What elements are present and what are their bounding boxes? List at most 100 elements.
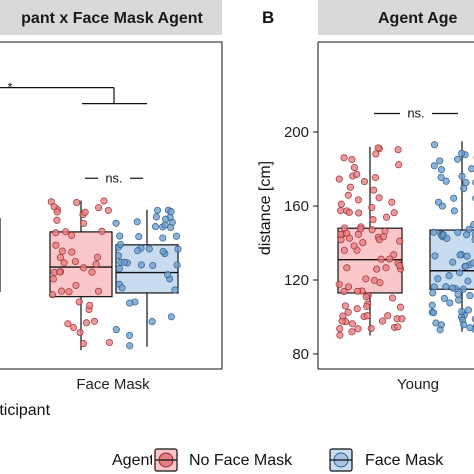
panel-b-face-mask-point: [471, 236, 474, 244]
legend-item-no-face-mask: No Face Mask: [152, 446, 293, 474]
panel-a-no-face-mask-point: [64, 320, 72, 328]
panel-b-face-mask-point: [442, 283, 450, 291]
panel-b-no-face-mask-point: [376, 279, 384, 287]
panel-b-no-face-mask-point: [343, 264, 351, 272]
panel-b-no-face-mask-point: [341, 302, 349, 310]
panel-a-no-face-mask-point: [68, 248, 76, 256]
panel-a-no-face-mask-point: [94, 287, 103, 295]
panel-a-face-mask-point: [171, 286, 179, 294]
panel-b-no-face-mask-point: [396, 262, 404, 270]
panel-b-no-face-mask-point: [384, 312, 392, 320]
panel-a-no-face-mask-point: [81, 208, 89, 216]
panel-a-no-face-mask-point: [56, 268, 64, 276]
panel-a-face-mask-point: [167, 208, 175, 216]
panel-a-no-face-mask-box: [49, 231, 113, 298]
panel-a-face-mask-point: [162, 215, 170, 223]
panel-b-no-face-mask-point: [396, 303, 405, 311]
panel-b-face-mask-point: [458, 307, 466, 316]
panel-a-no-face-mask-point: [90, 317, 98, 325]
panel-b-no-face-mask-point: [348, 320, 356, 328]
panel-a-strip: [0, 0, 222, 35]
panel-a-face-mask-point: [126, 299, 134, 307]
panel-a-no-face-mask-point: [75, 298, 83, 306]
panel-a-plot-area: ns. *: [0, 80, 182, 351]
panel-b-no-face-mask-point: [368, 226, 376, 234]
panel-b-no-face-mask-point: [377, 255, 385, 263]
panel-b-face-mask-point: [469, 259, 474, 267]
panel-b-no-face-mask-point: [350, 242, 358, 250]
panel-b-no-face-mask-point: [371, 173, 380, 182]
panel-b-face-mask-point: [434, 275, 442, 283]
panel-b-no-face-mask-point: [340, 288, 348, 296]
panel-b-x-tick-young: Young: [397, 376, 439, 393]
panel-b-no-face-mask-point: [337, 200, 345, 208]
panel-b: B Agent Age ns. 80 120 160 200 distance [cm…: [257, 0, 474, 393]
panel-a-face-mask-point: [126, 342, 134, 350]
panel-a-x-tick-face-mask: Face Mask: [76, 376, 150, 393]
panel-b-plot-area: ns.: [335, 106, 474, 339]
panel-b-no-face-mask-point: [362, 275, 370, 283]
panel-b-face-mask-point: [456, 251, 464, 259]
panel-b-face-mask-point: [440, 294, 448, 302]
panel-a-no-face-mask-point: [79, 264, 88, 272]
panel-b-face-mask-point: [455, 296, 463, 304]
panel-b-face-mask-point: [458, 149, 466, 157]
panel-a-face-mask-point: [152, 213, 160, 221]
panel-a-face-mask-point: [167, 223, 175, 232]
panel-b-no-face-mask-point: [353, 170, 361, 178]
panel-b-strip: [318, 0, 474, 35]
panel-b-no-face-mask-point: [350, 164, 358, 172]
panel-b-no-face-mask-point: [369, 216, 377, 224]
panel-b-face-mask-point: [446, 299, 454, 307]
panel-b-face-mask-point: [454, 228, 462, 236]
panel-b-no-face-mask-point: [382, 213, 391, 221]
panel-b-face-mask-point: [459, 285, 467, 293]
panel-a: pant x Face Mask Agent ns. * Face Mask rt…: [0, 0, 223, 419]
panel-b-face-mask-point: [466, 324, 474, 332]
panel-b-face-mask-point: [463, 252, 471, 260]
panel-b-no-face-mask-point: [340, 154, 348, 162]
panel-a-no-face-mask-point: [88, 268, 96, 276]
panel-a-no-face-mask-point: [58, 247, 66, 255]
panel-b-face-mask-point: [449, 284, 457, 292]
panel-b-face-mask-point: [430, 162, 438, 170]
panel-b-face-mask-point: [466, 292, 474, 300]
panel-b-no-face-mask-point: [394, 323, 402, 331]
legend: Agent No Face Mask Face Mask: [112, 446, 444, 474]
panel-b-no-face-mask-point: [386, 255, 394, 263]
panel-b-no-face-mask-point: [395, 161, 403, 169]
panel-b-no-face-mask-point: [382, 264, 390, 272]
panel-b-no-face-mask-point: [354, 325, 362, 333]
panel-b-face-mask-point: [458, 172, 466, 180]
panel-b-y-tick-label: 120: [284, 272, 309, 289]
panel-a-no-face-mask-point: [49, 275, 57, 283]
panel-b-no-face-mask-point: [367, 324, 375, 332]
panel-b-no-face-mask-point: [378, 317, 387, 325]
panel-a-no-face-mask-point: [86, 301, 94, 309]
panel-b-y-tick-label: 80: [292, 346, 309, 363]
panel-a-no-face-mask-point: [53, 216, 61, 224]
panel-a-face-mask-point: [118, 284, 126, 292]
panel-a-no-face-mask-point: [76, 328, 84, 337]
panel-a-no-face-mask-point: [92, 260, 100, 268]
panel-a-face-mask-point: [174, 245, 182, 253]
panel-a-no-face-mask-point: [72, 281, 80, 289]
panel-b-y-axis: 80 120 160 200: [284, 124, 318, 363]
panel-b-no-face-mask-point: [372, 150, 380, 158]
panel-b-no-face-mask-point: [374, 144, 382, 152]
panel-b-face-mask-point: [450, 194, 458, 202]
panel-b-face-mask-point: [456, 269, 464, 277]
panel-b-no-face-mask-point: [363, 312, 371, 320]
panel-a-face-mask-point: [120, 258, 128, 266]
panel-a-face-mask-box: [115, 244, 179, 294]
panel-a-face-mask-point: [148, 318, 156, 326]
panel-a-face-mask-point: [134, 247, 142, 255]
panel-b-face-mask-point: [460, 321, 468, 329]
panel-a-face-mask-point: [116, 240, 125, 248]
panel-a-no-face-mask-point: [52, 229, 60, 237]
panel-b-face-mask-point: [430, 141, 439, 149]
panel-b-no-face-mask-point: [373, 265, 381, 273]
panel-b-no-face-mask-point: [335, 175, 343, 183]
panel-b-strip-title: Agent Age: [378, 10, 458, 27]
panel-b-no-face-mask-point: [357, 225, 365, 233]
